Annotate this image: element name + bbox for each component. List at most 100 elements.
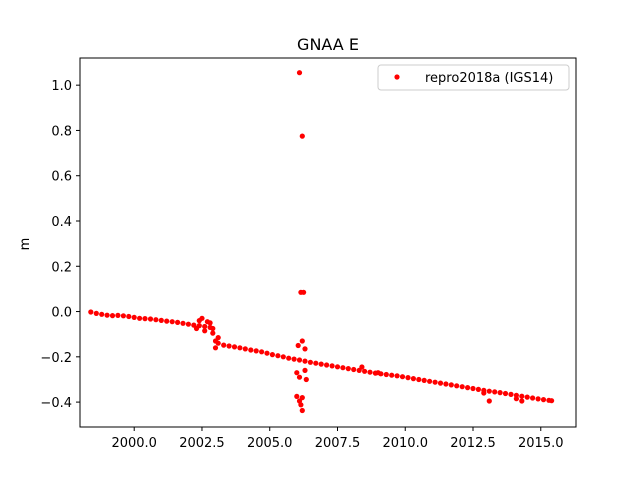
x-tick-label: 2005.0	[247, 436, 293, 451]
data-point	[465, 385, 471, 391]
data-point	[259, 349, 265, 355]
data-point	[296, 70, 303, 76]
data-point	[486, 398, 492, 404]
legend: repro2018a (IGS14)	[377, 64, 570, 91]
data-point	[421, 377, 427, 383]
data-point	[530, 395, 536, 401]
legend-box	[377, 64, 570, 91]
data-point	[175, 319, 181, 325]
data-point	[383, 371, 389, 378]
data-point	[147, 316, 154, 322]
chart-title: GNAA E	[297, 35, 359, 54]
x-tick-label: 2015.0	[518, 436, 564, 451]
data-point	[237, 345, 243, 351]
data-point	[93, 310, 99, 316]
data-point	[437, 380, 444, 386]
data-point	[492, 389, 498, 395]
x-tick-label: 2012.5	[450, 436, 496, 451]
data-point	[405, 375, 411, 381]
x-axis-ticks: 2000.0 2002.5 2005.0 2007.5 2010.0 2012.5 2015…	[111, 427, 564, 451]
data-point	[294, 393, 300, 399]
data-point	[359, 364, 365, 370]
legend-label: repro2018a (IGS14)	[425, 71, 553, 86]
data-point	[302, 346, 308, 352]
data-point	[221, 342, 227, 348]
data-point	[367, 369, 373, 375]
legend-marker	[394, 74, 400, 80]
data-point	[519, 393, 525, 399]
data-point	[253, 348, 259, 354]
y-axis-label: m	[18, 238, 33, 251]
data-point	[299, 407, 305, 414]
data-point	[212, 345, 219, 351]
data-point	[294, 370, 300, 376]
data-point	[210, 325, 216, 332]
data-point	[459, 384, 465, 390]
data-point	[497, 390, 503, 396]
data-point	[301, 289, 307, 295]
data-point	[470, 385, 476, 392]
data-point	[296, 357, 303, 363]
data-point	[169, 319, 175, 325]
y-tick-label: 1.0	[51, 79, 72, 94]
y-tick-label: 0.2	[51, 260, 72, 275]
data-point	[299, 395, 305, 401]
data-point	[99, 311, 105, 317]
data-point	[389, 372, 395, 378]
data-point	[104, 312, 110, 318]
data-point	[295, 342, 301, 349]
data-point	[351, 366, 357, 373]
data-point	[142, 316, 148, 322]
data-point	[215, 340, 221, 346]
data-point	[443, 381, 449, 387]
data-point	[158, 317, 164, 323]
data-point	[427, 378, 433, 384]
data-point	[299, 133, 305, 139]
data-point	[416, 376, 422, 383]
data-point	[202, 328, 208, 334]
data-point	[210, 330, 216, 336]
data-point	[88, 309, 94, 315]
y-tick-label: 0.8	[51, 124, 72, 139]
data-point	[508, 391, 514, 397]
y-tick-label: −0.4	[40, 396, 72, 411]
data-point	[126, 313, 132, 320]
data-point	[340, 365, 346, 371]
data-point	[324, 362, 330, 368]
data-point	[231, 344, 238, 350]
data-point	[334, 364, 341, 370]
data-point	[307, 359, 313, 365]
data-point	[524, 394, 530, 400]
data-point	[535, 396, 541, 402]
data-point	[185, 321, 191, 327]
x-tick-label: 2010.0	[382, 436, 428, 451]
data-point	[296, 374, 303, 380]
data-point	[502, 390, 509, 397]
data-point	[486, 388, 492, 394]
y-axis-ticks: −0.4 −0.2 0.0 0.2 0.4 0.6 0.8 1.0	[40, 79, 80, 411]
data-point	[164, 318, 170, 324]
data-point	[269, 352, 275, 358]
data-point	[540, 397, 547, 403]
data-point	[475, 386, 481, 392]
data-point	[302, 358, 308, 364]
data-point	[242, 346, 248, 352]
data-point	[115, 312, 121, 318]
data-point	[513, 396, 520, 402]
y-tick-label: 0.6	[51, 170, 72, 185]
data-point	[248, 347, 254, 353]
y-tick-label: −0.2	[40, 351, 72, 366]
data-point	[280, 354, 286, 360]
data-point	[120, 313, 126, 319]
data-point	[137, 315, 143, 321]
data-point	[318, 361, 324, 367]
data-point	[549, 398, 555, 404]
data-point	[448, 382, 454, 388]
x-tick-label: 2007.5	[315, 436, 361, 451]
data-point	[202, 323, 208, 330]
y-tick-label: 0.4	[51, 215, 72, 230]
data-point	[298, 402, 304, 408]
data-point	[109, 313, 116, 319]
x-tick-label: 2002.5	[179, 436, 225, 451]
